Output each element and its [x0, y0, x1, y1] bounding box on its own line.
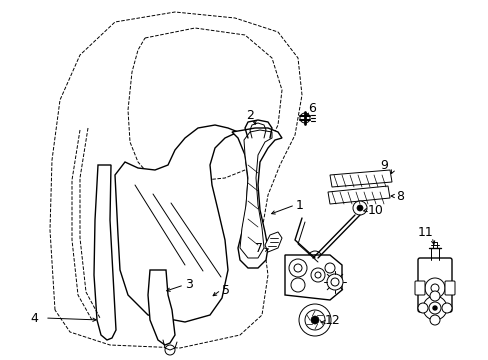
Polygon shape	[94, 165, 116, 340]
FancyBboxPatch shape	[417, 258, 451, 312]
Circle shape	[310, 316, 318, 324]
Circle shape	[164, 345, 175, 355]
Polygon shape	[285, 255, 341, 300]
Circle shape	[298, 304, 330, 336]
Circle shape	[432, 306, 436, 310]
Polygon shape	[327, 186, 389, 204]
Circle shape	[310, 268, 325, 282]
Text: 12: 12	[325, 314, 340, 327]
Circle shape	[290, 278, 305, 292]
Text: 5: 5	[222, 284, 229, 297]
Circle shape	[326, 274, 342, 290]
Text: 7: 7	[254, 242, 263, 255]
Circle shape	[441, 303, 451, 313]
Circle shape	[422, 296, 446, 320]
Circle shape	[429, 315, 439, 325]
Circle shape	[417, 303, 427, 313]
Text: 10: 10	[367, 203, 383, 216]
Circle shape	[356, 205, 362, 211]
Circle shape	[307, 251, 321, 265]
FancyBboxPatch shape	[444, 281, 454, 295]
Polygon shape	[329, 170, 391, 187]
Text: 8: 8	[395, 189, 403, 202]
Text: 6: 6	[307, 102, 315, 114]
Text: 9: 9	[379, 158, 387, 171]
Text: 3: 3	[184, 279, 192, 292]
Text: 1: 1	[295, 198, 303, 212]
Circle shape	[288, 259, 306, 277]
Circle shape	[352, 201, 366, 215]
Text: 11: 11	[417, 225, 433, 239]
FancyBboxPatch shape	[414, 281, 424, 295]
Polygon shape	[115, 125, 238, 322]
Polygon shape	[148, 270, 175, 345]
Circle shape	[429, 291, 439, 301]
Polygon shape	[264, 232, 282, 252]
Circle shape	[325, 263, 334, 273]
Polygon shape	[231, 128, 282, 268]
Circle shape	[311, 255, 317, 261]
Polygon shape	[240, 130, 271, 258]
Text: 4: 4	[30, 311, 38, 324]
Text: 2: 2	[245, 108, 253, 122]
